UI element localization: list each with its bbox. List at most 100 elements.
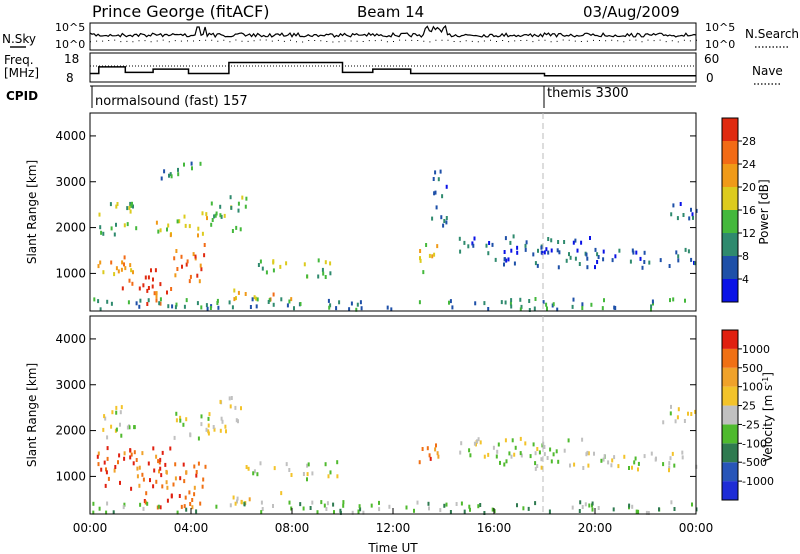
velocity-cell-92 [159,466,162,471]
velocity-heatmap-cells [92,396,698,515]
power-cell-278 [443,219,446,223]
velocity-cell-244 [623,454,626,459]
velocity-cell-13 [133,425,136,430]
velocity-cell-341 [463,509,466,514]
power-cell-353 [504,300,507,305]
velocity-cell-248 [668,465,671,470]
power-cell-245 [677,258,680,263]
velocity-cell-240 [495,454,498,459]
velocity-colorbar-label-main: Velocity [761,415,775,462]
velocity-cell-91 [161,484,164,489]
velocity-cell-97 [153,468,156,473]
power-cell-173 [540,245,543,250]
power-cell-18 [99,225,102,230]
power-cell-8 [126,206,129,211]
power-cell-120 [230,205,233,210]
velocity-cell-113 [175,418,178,423]
velocity-cell-350 [578,509,581,513]
velocity-cell-324 [316,510,319,515]
power-cell-299 [328,305,331,310]
power-cell-72 [206,216,208,221]
power-cell-363 [386,305,389,310]
velocity-cell-175 [429,456,432,461]
velocity-cell-195 [508,451,511,456]
velocity-colorbar-step-0 [722,481,738,500]
time-xtick-label-6: 00:00 [679,521,714,535]
power-cell-34 [99,260,102,265]
power-cell-331 [519,307,522,312]
velocity-cell-304 [413,508,415,513]
velocity-colorbar-label: Velocity [m s-1] [761,372,776,462]
velocity-cell-207 [469,453,472,458]
velocity-cell-185 [543,452,546,457]
power-colorbar-label-2: 12 [742,227,756,240]
velocity-cell-266 [582,466,585,470]
power-cell-100 [168,173,170,178]
velocity-cell-194 [487,452,490,457]
velocity-cell-360 [339,508,342,513]
power-cell-365 [355,307,358,312]
power-cell-110 [237,208,240,213]
power-cell-75 [183,214,186,219]
power-cell-179 [503,250,506,254]
power-y-ticks: 1000 2000 3000 4000 [55,129,696,280]
velocity-cell-340 [479,503,482,507]
velocity-cell-245 [536,464,539,468]
power-cell-81 [196,273,199,278]
velocity-cell-34 [129,455,132,460]
velocity-cell-212 [476,439,479,444]
power-colorbar-step-2 [722,233,738,256]
power-cell-273 [434,170,437,175]
velocity-cell-299 [591,507,594,512]
velocity-cell-298 [302,506,305,511]
velocity-cell-36 [123,456,126,461]
power-cell-282 [520,304,523,309]
power-cell-95 [160,176,163,181]
velocity-cell-10 [126,425,129,430]
velocity-cell-371 [584,502,587,507]
velocity-cell-316 [491,507,494,512]
velocity-cell-18 [110,424,113,429]
velocity-cell-38 [104,483,107,488]
velocity-colorbar-step-1 [722,462,738,482]
velocity-colorbar-step-6 [722,367,738,387]
velocity-cell-99 [174,462,177,467]
velocity-colorbar-step-7 [722,348,738,368]
velocity-cell-49 [97,451,100,456]
velocity-cell-293 [443,503,446,508]
velocity-cell-94 [195,470,198,474]
velocity-cell-224 [587,451,590,456]
time-xtick-label-1: 04:00 [174,521,209,535]
power-cell-350 [200,305,203,310]
power-cell-290 [390,307,393,312]
velocity-y-ticks: 1000 2000 3000 4000 [55,332,696,483]
power-cell-288 [167,304,170,309]
velocity-cell-305 [243,502,246,507]
power-cell-1 [110,226,113,231]
power-cell-372 [127,300,130,305]
power-cell-158 [419,258,422,263]
velocity-cell-219 [534,461,537,466]
velocity-cell-333 [123,502,126,507]
power-cell-364 [299,302,302,306]
velocity-cell-249 [637,461,640,466]
velocity-cell-226 [610,463,613,468]
power-cell-256 [676,216,679,221]
power-cell-335 [500,300,503,305]
power-cell-204 [513,261,516,266]
power-cell-82 [176,267,179,271]
velocity-colorbar-label-unit: [m s [761,385,775,411]
power-cell-168 [543,250,546,255]
power-cell-20 [123,255,126,260]
velocity-cell-76 [165,469,168,474]
velocity-colorbar-label-2: 100 [742,381,763,394]
power-cell-149 [324,260,327,265]
power-cell-330 [510,304,513,309]
power-cell-143 [279,264,282,269]
power-cell-373 [601,306,604,311]
power-cell-6 [135,226,138,231]
velocity-cell-236 [673,463,676,468]
power-colorbar-label: Power [dB] [757,179,771,244]
power-cell-275 [445,216,448,220]
velocity-cell-131 [235,418,238,423]
